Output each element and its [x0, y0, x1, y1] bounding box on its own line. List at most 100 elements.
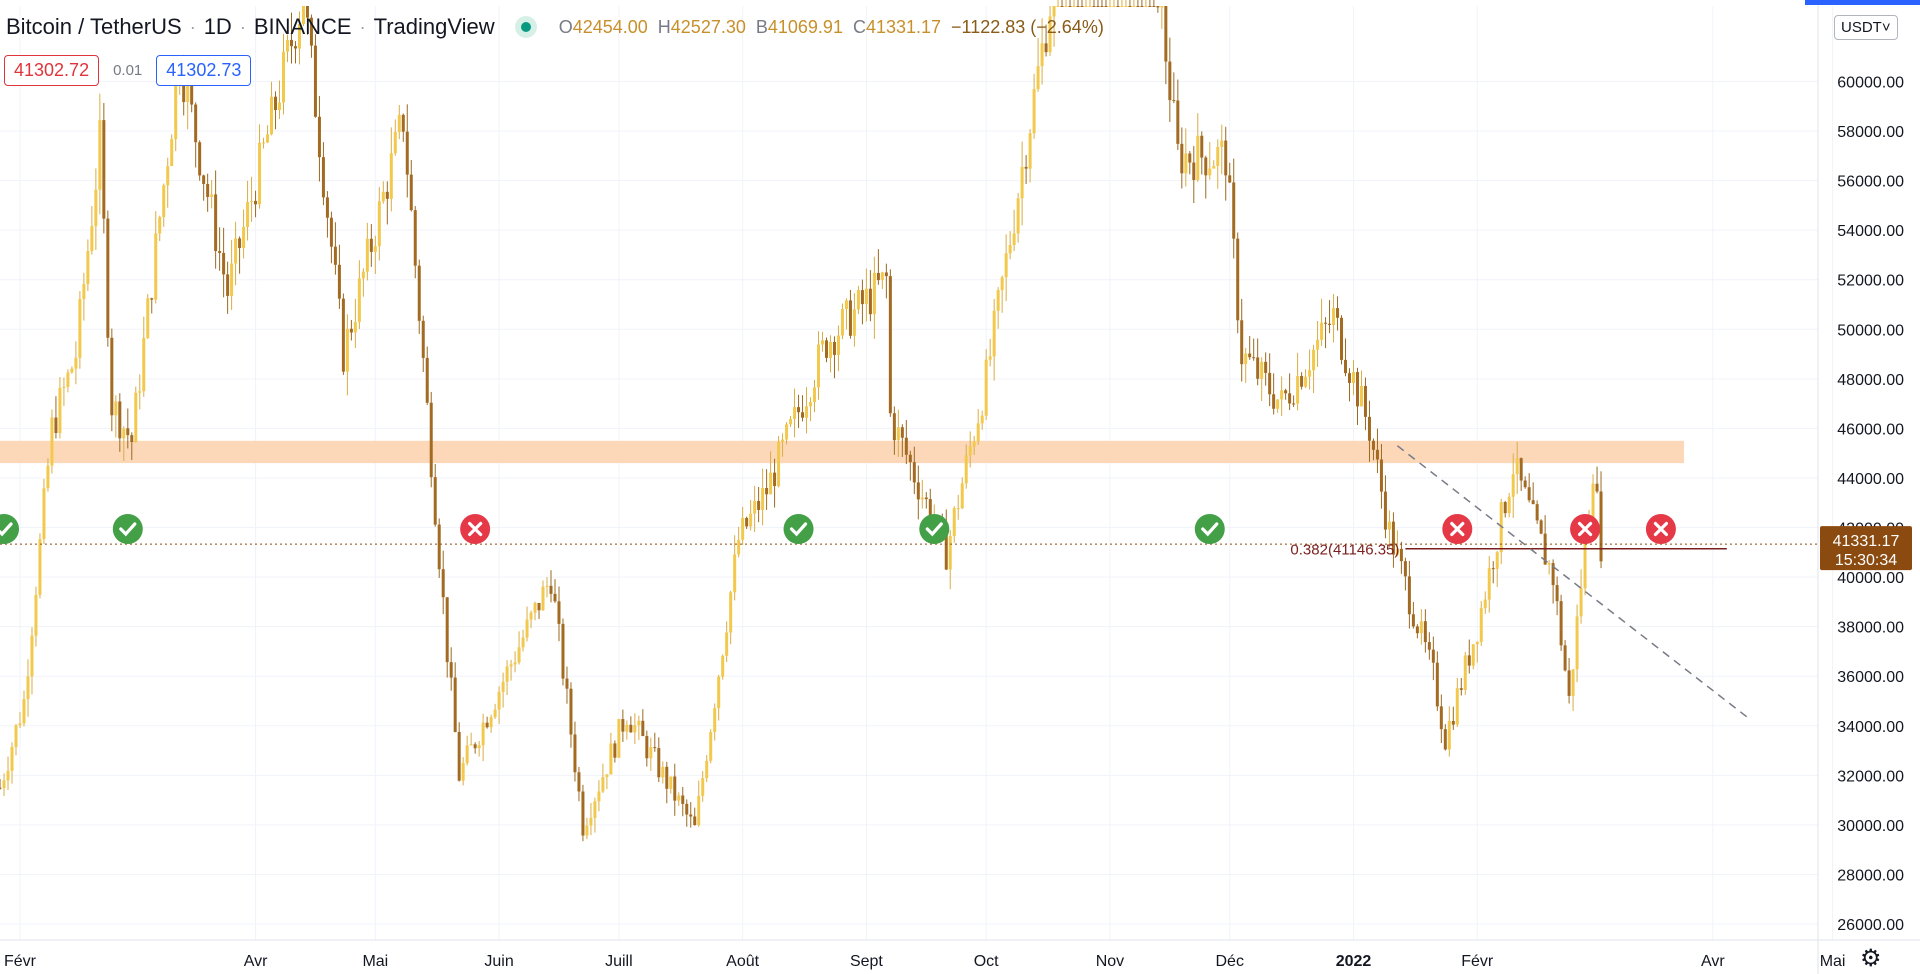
- high-value: 42527.30: [670, 16, 746, 37]
- candle-body: [1511, 474, 1515, 497]
- y-tick-label: 26000.00: [1837, 917, 1904, 934]
- x-tick-label: 2022: [1336, 953, 1372, 970]
- candle-body: [246, 201, 250, 227]
- candle-body: [533, 602, 537, 613]
- candle-body: [82, 284, 86, 300]
- x-tick-label: Févr: [1461, 953, 1494, 970]
- symbol-name[interactable]: Bitcoin / TetherUS: [6, 14, 182, 39]
- candle-body: [1355, 372, 1359, 407]
- candle-body: [1148, 6, 1152, 7]
- candle-body: [429, 402, 433, 478]
- candle-body: [1052, 6, 1056, 17]
- candle-body: [1248, 353, 1252, 358]
- candle-body: [809, 401, 813, 407]
- candle-body: [1192, 162, 1196, 180]
- candle-body: [254, 200, 258, 205]
- candle-body: [844, 300, 848, 309]
- candle-body: [1316, 339, 1320, 350]
- candle-body: [1459, 688, 1463, 690]
- candle-body: [856, 290, 860, 310]
- candle-body: [405, 131, 409, 175]
- candle-body: [0, 787, 2, 789]
- candle-body: [46, 465, 50, 489]
- candle-body: [673, 776, 677, 801]
- y-tick-label: 30000.00: [1837, 818, 1904, 835]
- candle-body: [38, 539, 42, 595]
- candle-body: [385, 191, 389, 199]
- x-tick-label: Juill: [605, 953, 633, 970]
- x-tick-label: Déc: [1216, 953, 1244, 970]
- candle-body: [1136, 6, 1140, 7]
- check-circle-icon: [112, 514, 143, 544]
- candle-body: [30, 635, 34, 677]
- candle-body: [1140, 6, 1144, 7]
- candle-body: [1100, 6, 1104, 7]
- candle-body: [1443, 729, 1447, 750]
- candles: [0, 0, 1603, 842]
- candle-body: [860, 290, 864, 305]
- candle-body: [757, 500, 761, 510]
- candle-body: [1184, 153, 1188, 174]
- trendline[interactable]: [1396, 445, 1750, 719]
- candle-body: [852, 309, 856, 336]
- candle-body: [1595, 483, 1599, 492]
- candle-body: [713, 708, 717, 733]
- candle-body: [437, 524, 441, 570]
- candle-body: [1172, 100, 1176, 102]
- candle-body: [1072, 6, 1076, 7]
- candle-body: [1391, 521, 1395, 555]
- sell-button[interactable]: 41302.72: [4, 55, 100, 86]
- candle-body: [817, 344, 820, 388]
- candle-body: [593, 801, 597, 818]
- candle-body: [1236, 238, 1240, 321]
- candle-body: [262, 142, 266, 144]
- candle-body: [820, 340, 824, 345]
- candle-body: [1507, 496, 1511, 514]
- candle-body: [565, 678, 569, 689]
- candle-body: [1379, 459, 1383, 492]
- candle-body: [289, 39, 293, 47]
- candle-body: [1491, 568, 1495, 570]
- candle-body: [138, 391, 142, 393]
- x-circle-icon: [1442, 514, 1473, 544]
- interval-label[interactable]: 1D: [203, 14, 232, 39]
- candle-body: [238, 238, 242, 248]
- check-circle-icon: [783, 514, 814, 544]
- candle-body: [992, 310, 996, 357]
- candle-body: [78, 299, 82, 358]
- y-tick-label: 46000.00: [1837, 421, 1904, 438]
- gear-icon[interactable]: ⚙: [1860, 945, 1882, 972]
- candle-body: [896, 427, 900, 441]
- candle-body: [381, 191, 385, 202]
- candle-body: [709, 732, 713, 761]
- candle-body: [54, 417, 58, 433]
- y-tick-label: 56000.00: [1837, 174, 1904, 191]
- x-tick-label: Mai: [362, 953, 388, 970]
- source-label: TradingView: [373, 14, 495, 39]
- candle-body: [769, 472, 773, 495]
- currency-dropdown[interactable]: USDT˅: [1834, 15, 1898, 40]
- candle-body: [349, 328, 353, 333]
- candle-body: [1028, 133, 1032, 169]
- candle-body: [409, 174, 413, 211]
- candle-body: [976, 423, 980, 442]
- candle-body: [1128, 6, 1132, 7]
- candle-body: [369, 238, 373, 252]
- candle-body: [537, 602, 541, 611]
- candle-body: [952, 508, 956, 537]
- candle-body: [1308, 370, 1312, 377]
- candle-body: [1156, 6, 1160, 8]
- candle-body: [18, 723, 22, 726]
- candle-body: [749, 513, 753, 527]
- candle-body: [469, 744, 473, 746]
- market-open-icon[interactable]: [514, 16, 537, 38]
- y-tick-label: 58000.00: [1837, 124, 1904, 141]
- candle-body: [66, 372, 70, 388]
- candle-body: [329, 217, 333, 247]
- candle-body: [1024, 166, 1028, 169]
- candle-body: [968, 446, 972, 456]
- buy-button[interactable]: 41302.73: [156, 55, 252, 86]
- candle-body: [1515, 458, 1519, 475]
